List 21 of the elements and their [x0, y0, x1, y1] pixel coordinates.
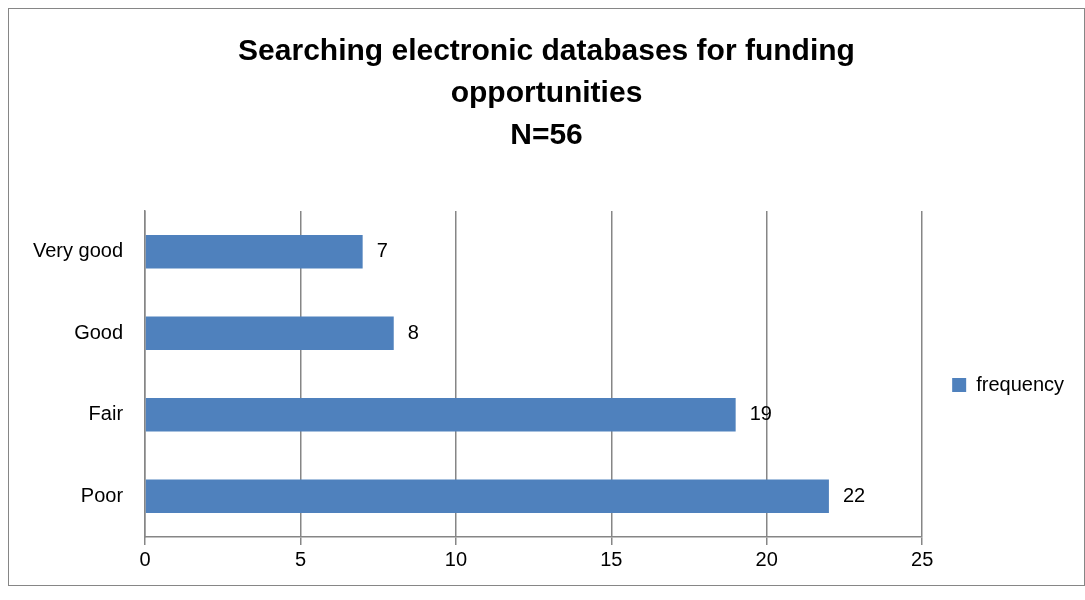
- y-tick-label: Good: [74, 320, 124, 343]
- x-tick-label: 10: [444, 547, 468, 570]
- bar: [145, 479, 829, 514]
- legend-label: frequency: [976, 372, 1065, 395]
- bar: [145, 234, 363, 269]
- y-tick-label: Fair: [88, 402, 124, 425]
- x-tick-label: 20: [755, 547, 778, 570]
- data-label: 8: [407, 320, 419, 343]
- y-tick-label: Poor: [80, 483, 124, 506]
- data-label: 19: [749, 402, 772, 425]
- x-tick-label: 25: [911, 547, 934, 570]
- x-tick-label: 5: [294, 547, 307, 570]
- data-label: 22: [842, 483, 866, 506]
- chart-title: Searching electronic databases for funding opportunities: [237, 32, 856, 110]
- chart-subtitle: N=56: [509, 116, 584, 152]
- y-tick-label: Very good: [32, 239, 124, 262]
- bar: [145, 397, 736, 432]
- data-label: 7: [376, 239, 388, 262]
- x-tick-label: 15: [600, 547, 623, 570]
- bar: [145, 316, 394, 351]
- x-tick-label: 0: [139, 547, 151, 570]
